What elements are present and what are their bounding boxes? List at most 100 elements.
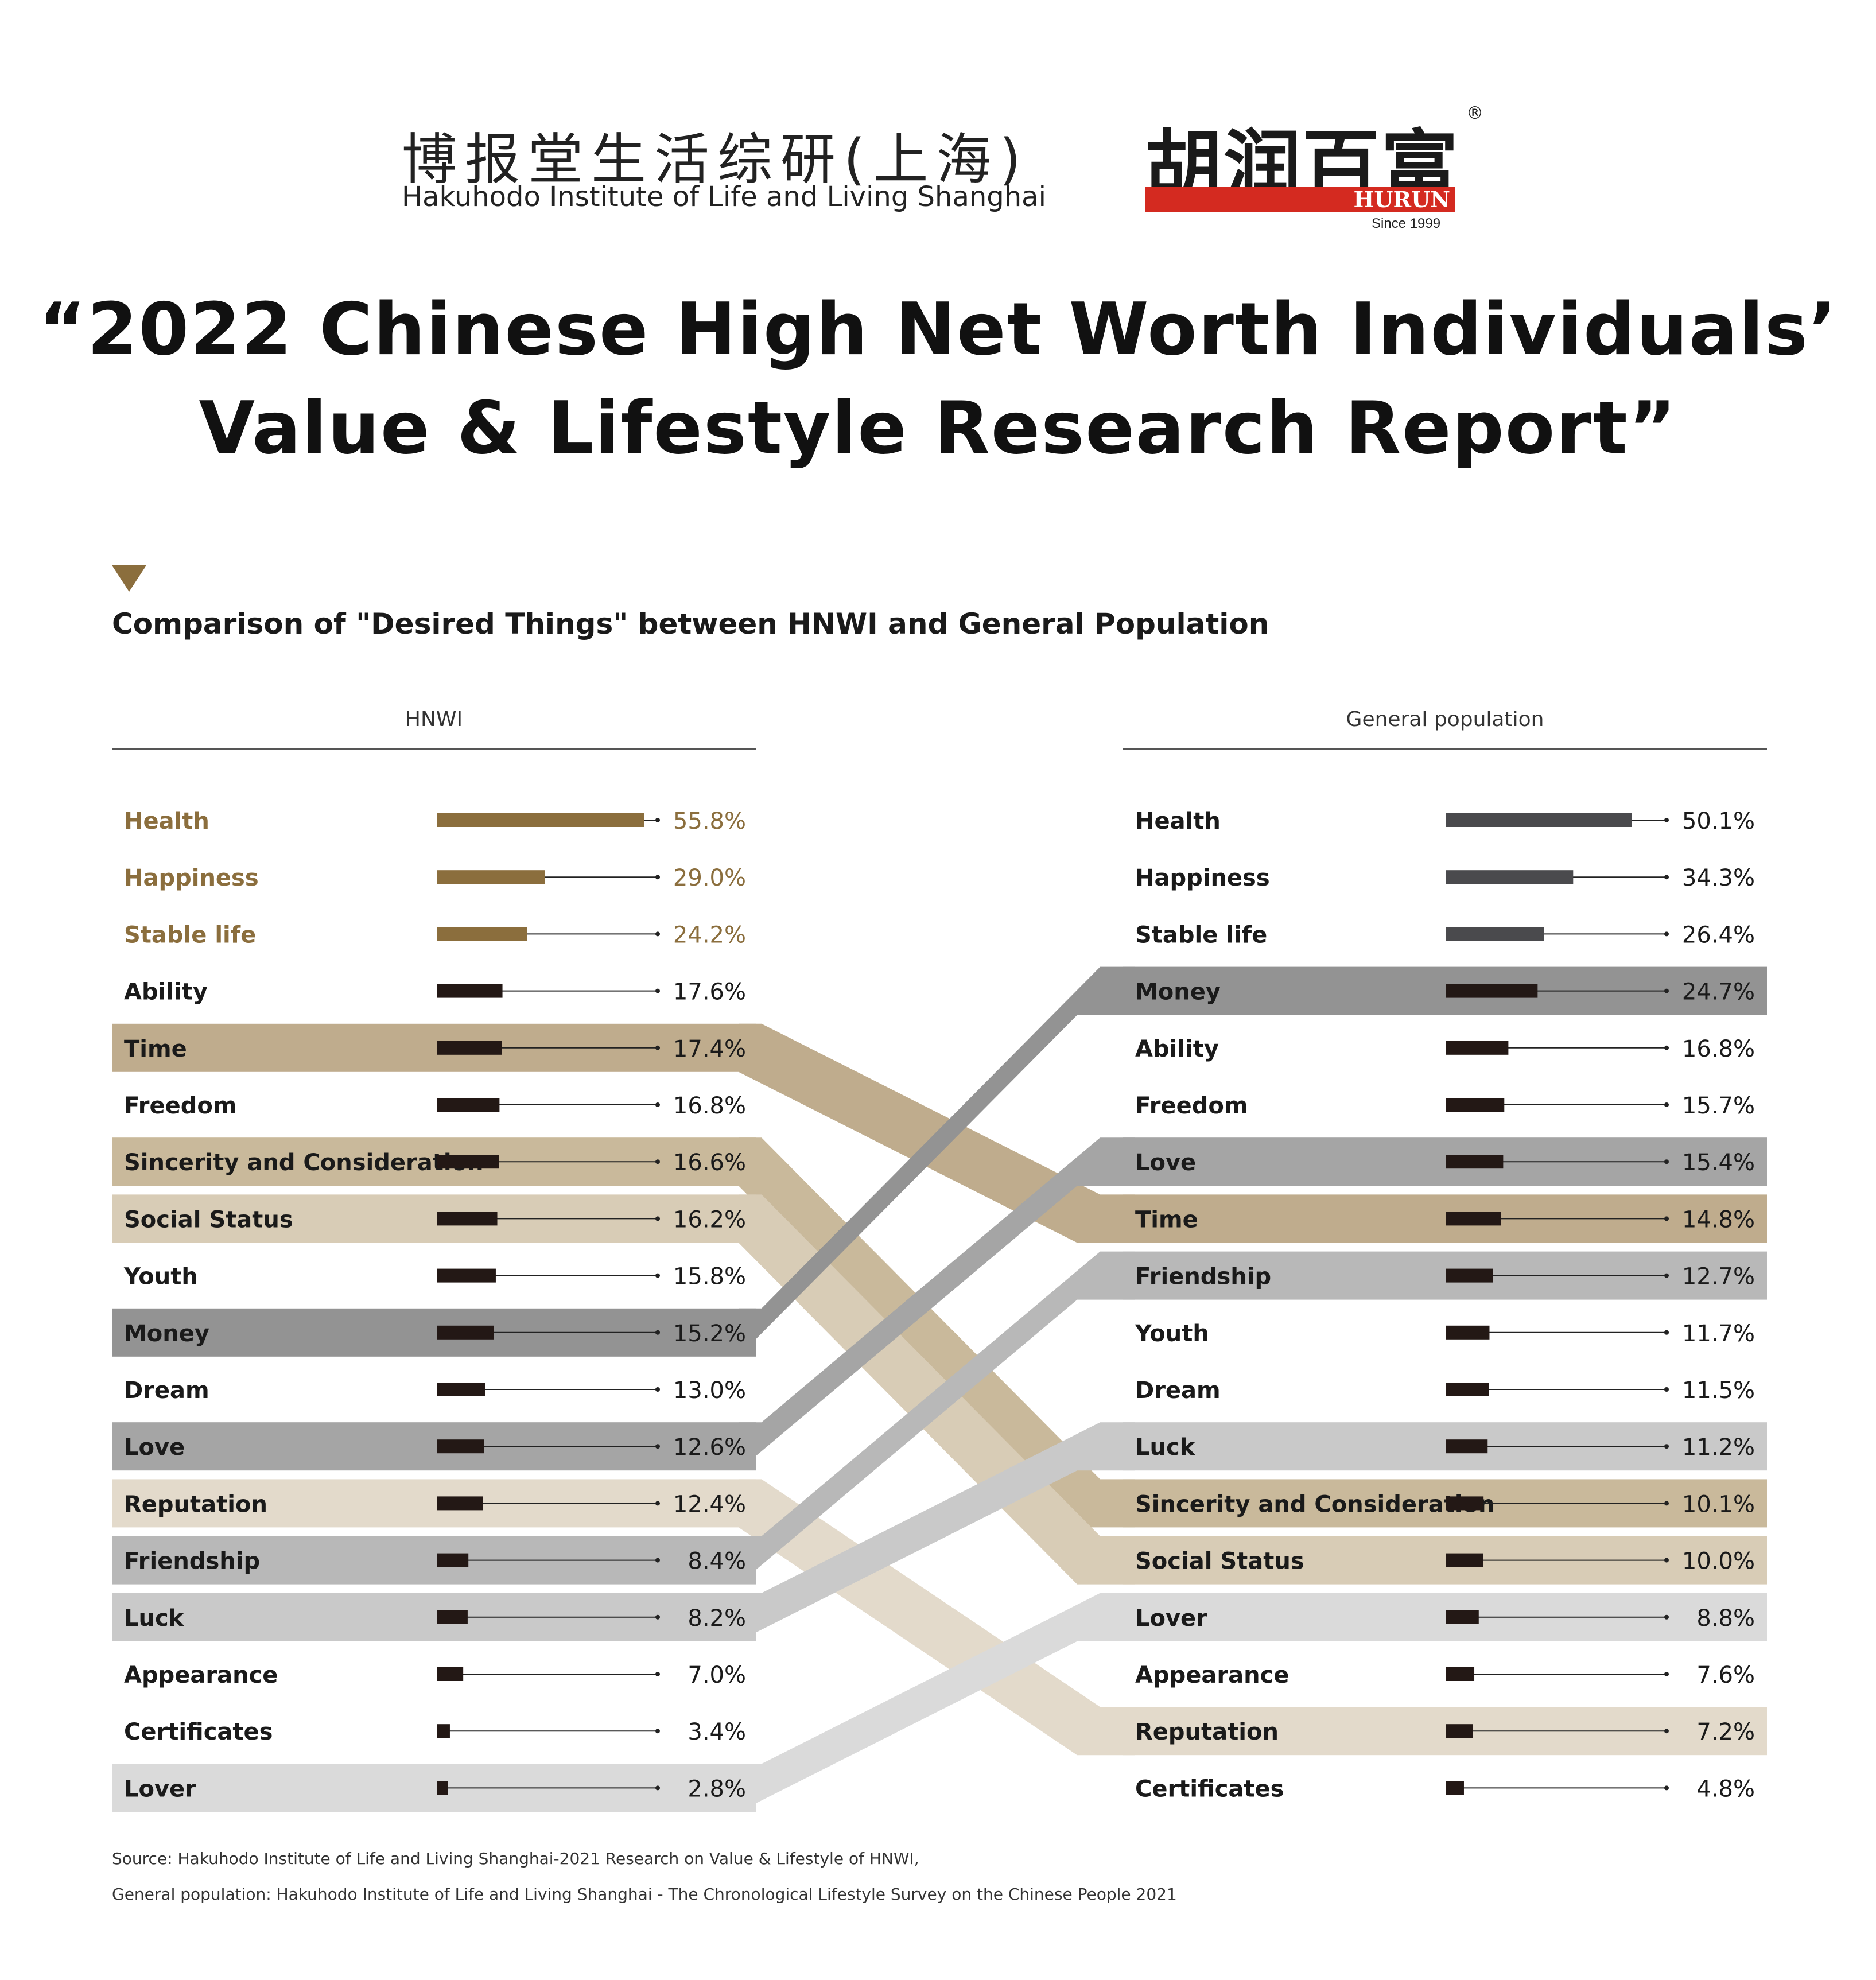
general-bar-time — [1446, 1212, 1501, 1226]
general-value-luck: 11.2% — [1682, 1434, 1755, 1461]
general-bar-health — [1446, 813, 1632, 827]
hnwi-value-friendship: 8.4% — [688, 1548, 746, 1575]
general-value-love: 15.4% — [1682, 1150, 1755, 1176]
general-band-time — [1123, 1194, 1767, 1243]
connector-love — [739, 1137, 1135, 1471]
hnwi-panel-header: HNWI — [405, 708, 463, 731]
general-track-end-luck — [1664, 1444, 1669, 1449]
source-line-2: General population: Hakuhodo Institute o… — [112, 1885, 1177, 1904]
hnwi-value-love: 12.6% — [673, 1434, 746, 1461]
general-label-youth: Youth — [1135, 1321, 1209, 1347]
hnwi-value-stable-life: 24.2% — [673, 922, 746, 948]
general-track-end-sincerity-and-consideration — [1664, 1501, 1669, 1506]
hnwi-track-end-youth — [655, 1273, 660, 1278]
hnwi-label-stable-life: Stable life — [124, 922, 256, 948]
hnwi-bar-reputation — [437, 1496, 483, 1511]
hnwi-track-end-social-status — [655, 1216, 660, 1221]
general-bar-social-status — [1446, 1553, 1483, 1567]
general-label-social-status: Social Status — [1135, 1548, 1304, 1575]
report-title-line2: Value & Lifestyle Research Report” — [199, 386, 1677, 470]
general-bar-freedom — [1446, 1098, 1505, 1112]
hnwi-track-end-friendship — [655, 1558, 660, 1563]
general-value-lover: 8.8% — [1696, 1605, 1755, 1632]
hnwi-bar-happiness — [437, 870, 545, 884]
connector-friendship — [739, 1251, 1135, 1585]
general-label-ability: Ability — [1135, 1036, 1219, 1062]
general-track-end-love — [1664, 1159, 1669, 1164]
general-value-health: 50.1% — [1682, 808, 1755, 834]
general-track-end-freedom — [1664, 1102, 1669, 1107]
hnwi-bar-youth — [437, 1268, 496, 1283]
hnwi-track-end-dream — [655, 1387, 660, 1392]
hnwi-bar-health — [437, 813, 644, 827]
general-label-time: Time — [1135, 1206, 1198, 1233]
general-label-appearance: Appearance — [1135, 1662, 1289, 1688]
general-bar-love — [1446, 1155, 1504, 1169]
general-value-freedom: 15.7% — [1682, 1093, 1755, 1119]
general-track-end-stable-life — [1664, 931, 1669, 937]
hnwi-track-end-health — [655, 818, 660, 822]
general-label-money: Money — [1135, 979, 1221, 1005]
connector-reputation — [739, 1479, 1135, 1756]
hnwi-track-end-money — [655, 1330, 660, 1335]
general-value-friendship: 12.7% — [1682, 1264, 1755, 1290]
general-track-end-health — [1664, 818, 1669, 822]
hakuhodo-logo-chinese: 博报堂生活综研(上海) — [402, 127, 1029, 192]
general-band-luck — [1123, 1422, 1767, 1471]
hnwi-bar-sincerity-and-consideration — [437, 1155, 499, 1169]
hnwi-label-time: Time — [124, 1036, 187, 1062]
hnwi-track-end-reputation — [655, 1501, 660, 1506]
hnwi-bar-friendship — [437, 1553, 469, 1567]
hnwi-track-end-ability — [655, 988, 660, 993]
hnwi-label-ability: Ability — [124, 979, 208, 1005]
general-label-luck: Luck — [1135, 1434, 1196, 1461]
hnwi-value-money: 15.2% — [673, 1321, 746, 1347]
general-bar-dream — [1446, 1383, 1489, 1396]
general-bar-money — [1446, 984, 1538, 998]
general-track-end-time — [1664, 1216, 1669, 1221]
hnwi-value-health: 55.8% — [673, 808, 746, 834]
general-value-money: 24.7% — [1682, 979, 1755, 1005]
hnwi-bar-love — [437, 1439, 484, 1454]
hnwi-bar-money — [437, 1325, 494, 1340]
general-label-health: Health — [1135, 808, 1221, 834]
hnwi-track-end-stable-life — [655, 931, 660, 937]
general-value-ability: 16.8% — [1682, 1036, 1755, 1062]
hnwi-value-ability: 17.6% — [673, 979, 746, 1005]
report-title-line1: “2022 Chinese High Net Worth Individuals… — [38, 287, 1838, 371]
general-value-happiness: 34.3% — [1682, 865, 1755, 891]
general-label-freedom: Freedom — [1135, 1093, 1248, 1119]
hnwi-label-lover: Lover — [124, 1776, 196, 1802]
hnwi-bar-social-status — [437, 1212, 498, 1226]
hnwi-label-freedom: Freedom — [124, 1093, 237, 1119]
general-track-end-social-status — [1664, 1558, 1669, 1563]
general-track-end-youth — [1664, 1330, 1669, 1335]
general-bar-ability — [1446, 1041, 1509, 1055]
general-label-dream: Dream — [1135, 1377, 1221, 1404]
hnwi-label-youth: Youth — [123, 1264, 198, 1290]
general-band-love — [1123, 1137, 1767, 1186]
hnwi-label-health: Health — [124, 808, 209, 834]
general-track-end-friendship — [1664, 1273, 1669, 1278]
general-label-lover: Lover — [1135, 1605, 1207, 1632]
general-value-sincerity-and-consideration: 10.1% — [1682, 1491, 1755, 1517]
hnwi-value-certificates: 3.4% — [688, 1719, 746, 1745]
hnwi-value-youth: 15.8% — [673, 1264, 746, 1290]
general-bar-youth — [1446, 1325, 1490, 1340]
hnwi-value-freedom: 16.8% — [673, 1093, 746, 1119]
hnwi-value-happiness: 29.0% — [673, 865, 746, 891]
hnwi-track-end-freedom — [655, 1102, 660, 1107]
hnwi-track-end-sincerity-and-consideration — [655, 1159, 660, 1164]
general-bar-certificates — [1446, 1781, 1464, 1795]
hnwi-bar-certificates — [437, 1724, 450, 1738]
hnwi-bar-appearance — [437, 1667, 464, 1681]
connector-luck — [739, 1422, 1135, 1641]
general-value-appearance: 7.6% — [1696, 1662, 1755, 1688]
general-label-happiness: Happiness — [1135, 865, 1270, 891]
hnwi-track-end-certificates — [655, 1729, 660, 1734]
chart-title: Comparison of "Desired Things" between H… — [112, 607, 1269, 640]
general-bar-luck — [1446, 1439, 1488, 1454]
connector-money — [739, 966, 1135, 1357]
general-band-lover — [1123, 1593, 1767, 1641]
general-bar-sincerity-and-consideration — [1446, 1496, 1484, 1511]
